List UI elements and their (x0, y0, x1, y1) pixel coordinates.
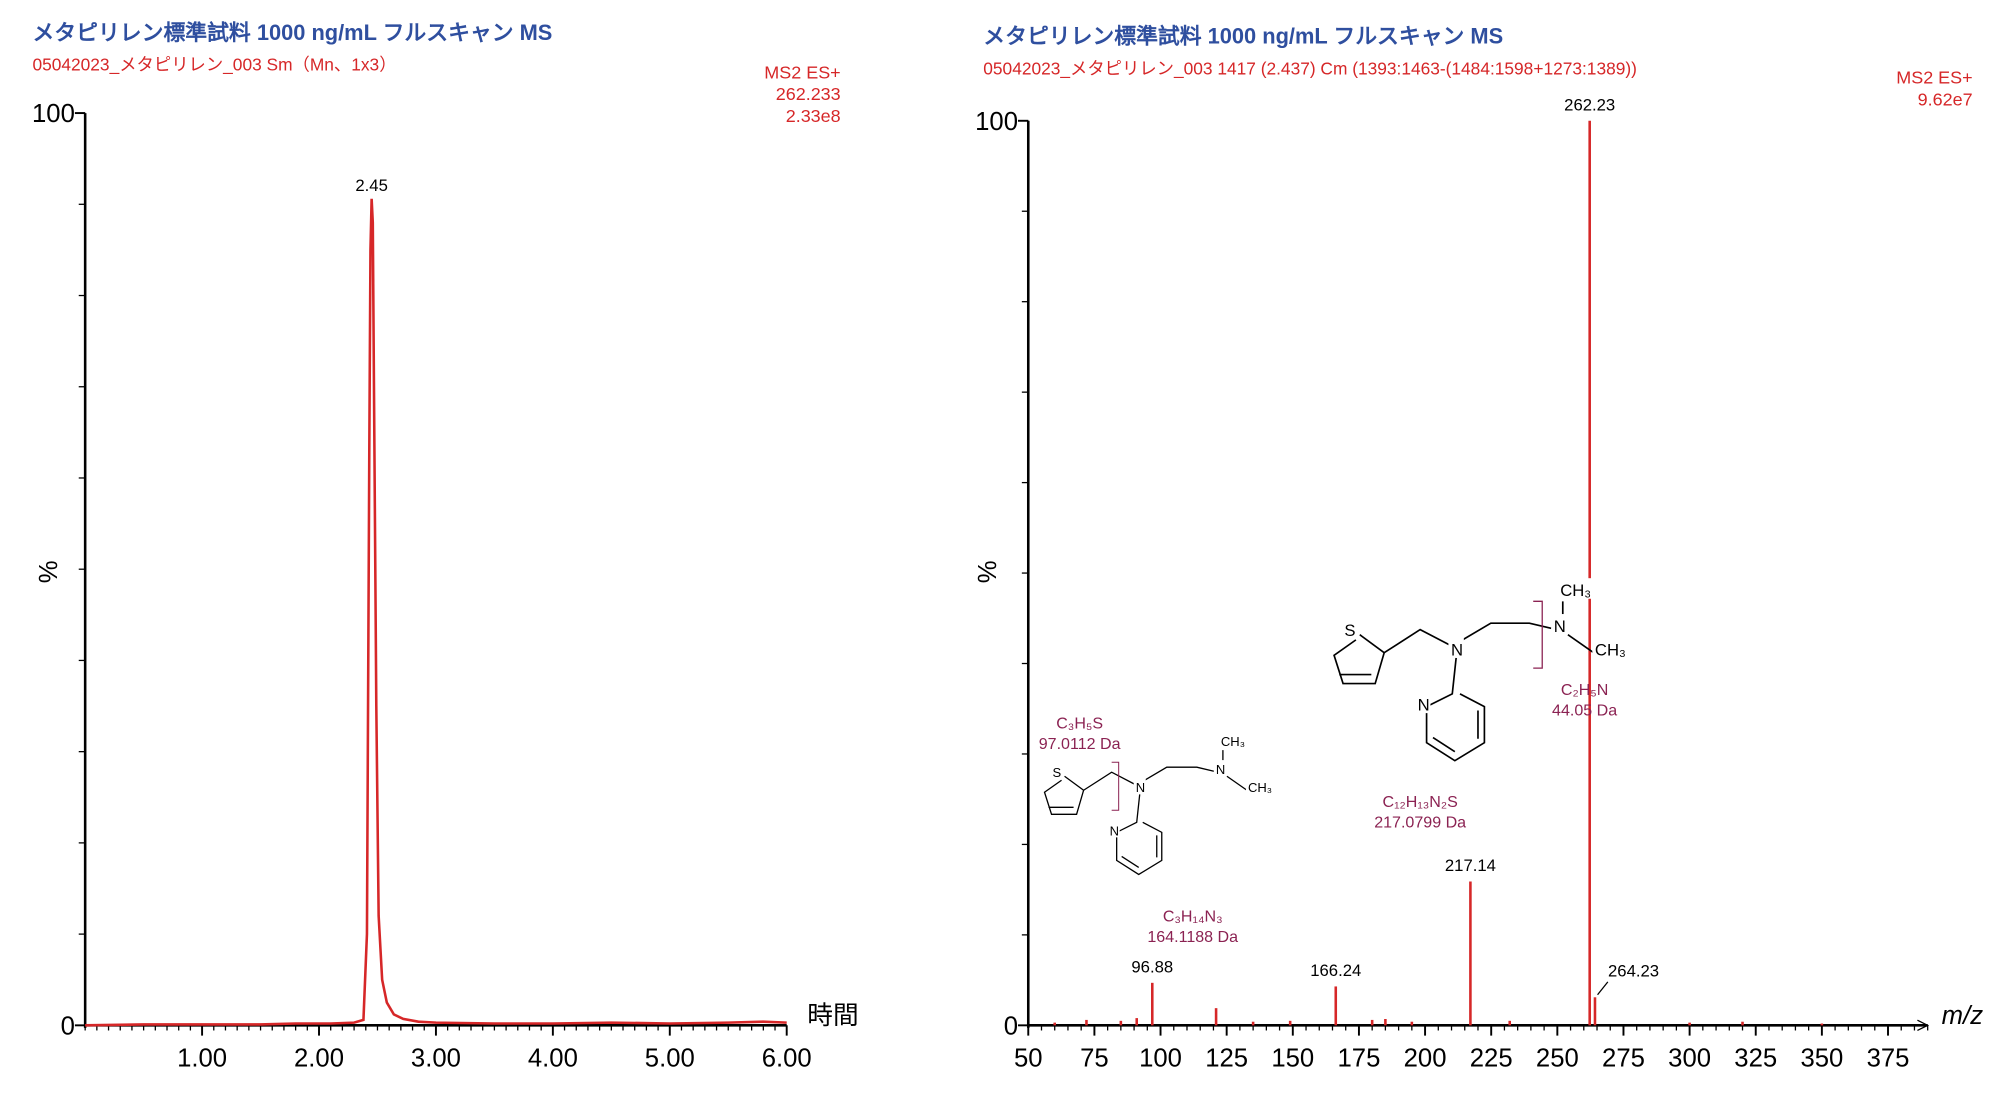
structure: S N N N CH₃ CH₃ (1043, 732, 1277, 876)
atom-bg (1107, 821, 1120, 838)
atom-label: N (1136, 780, 1145, 795)
structure-bonds (1333, 601, 1595, 762)
atom-label: CH₃ (1221, 734, 1245, 749)
chart-subtitle: 05042023_メタピリレン_003 Sm（Mn、1x3） (32, 55, 396, 75)
cleavage-mark (1111, 761, 1120, 811)
x-tick-label: 350 (1800, 1044, 1843, 1072)
x-tick-label: 75 (1080, 1044, 1109, 1072)
info-text: MS2 ES+ (764, 62, 840, 82)
chromatogram-line (85, 198, 787, 1027)
x-tick-label: 6.00 (762, 1044, 812, 1072)
x-tick-label: 225 (1470, 1044, 1513, 1072)
fragment-label: C₂H₅N (1561, 681, 1608, 699)
atom-bg (1213, 760, 1226, 777)
fragment-label: C₃H₅S (1056, 715, 1103, 733)
y-axis-label: % (974, 560, 1002, 583)
x-tick-label: 250 (1536, 1044, 1579, 1072)
atom-bg (1551, 614, 1567, 635)
y-axis-label: % (35, 560, 63, 583)
info-text: MS2 ES+ (1896, 68, 1972, 88)
atom-label: CH₃ (1248, 780, 1272, 795)
atom-bg (1415, 692, 1431, 714)
x-axis-label: m/z (1942, 1002, 1984, 1030)
peak-label: 217.14 (1445, 856, 1496, 875)
atom-bg (1557, 578, 1597, 599)
peak-label: 2.45 (355, 176, 387, 195)
fragment-label: 217.0799 Da (1374, 813, 1466, 831)
peak-label: 262.23 (1564, 96, 1615, 115)
fragment-label: 44.05 Da (1552, 702, 1617, 720)
x-tick-label: 1.00 (177, 1044, 227, 1072)
x-tick-label: 2.00 (294, 1044, 344, 1072)
peak-label: 96.88 (1131, 958, 1173, 977)
info-text: 262.233 (776, 84, 841, 104)
fragment-label: C₁₂H₁₃N₂S (1383, 793, 1458, 811)
x-tick-label: 325 (1734, 1044, 1777, 1072)
atom-label: N (1110, 823, 1119, 838)
fragment-label: 164.1188 Da (1147, 928, 1238, 946)
atom-label: N (1451, 640, 1463, 659)
info-text: 9.62e7 (1918, 89, 1973, 109)
atom-label: S (1344, 621, 1355, 640)
info-text: 2.33e8 (786, 106, 841, 126)
x-tick-label: 375 (1867, 1044, 1910, 1072)
axis-arrow (1917, 1019, 1930, 1032)
x-tick-label: 100 (1139, 1044, 1182, 1072)
atom-bg (1050, 763, 1063, 780)
atom-bg (1341, 618, 1358, 639)
label-leader (1597, 981, 1609, 996)
atom-label: N (1418, 696, 1430, 715)
cleavage-mark (1533, 600, 1543, 669)
atom-label: N (1216, 762, 1225, 777)
x-axis-label: 時間 (807, 1002, 858, 1030)
x-tick-label: 4.00 (528, 1044, 578, 1072)
fragment-label: C₃H₁₄N₃ (1163, 907, 1223, 925)
x-tick-label: 275 (1602, 1044, 1645, 1072)
chart-title: メタピリレン標準試料 1000 ng/mL フルスキャン MS (32, 20, 552, 45)
atom-label: CH₃ (1595, 640, 1626, 659)
x-tick-label: 5.00 (645, 1044, 695, 1072)
chart-title: メタピリレン標準試料 1000 ng/mL フルスキャン MS (983, 24, 1503, 49)
y-tick-label: 0 (61, 1012, 75, 1040)
atom-bg (1218, 732, 1249, 749)
x-tick-label: 50 (1014, 1044, 1043, 1072)
structure: S N N N CH₃ CH₃ (1333, 578, 1631, 762)
fragment-label: 97.0112 Da (1039, 735, 1121, 753)
atom-bg (1133, 778, 1146, 795)
chart-subtitle: 05042023_メタピリレン_003 1417 (2.437) Cm (139… (983, 59, 1637, 79)
atom-label: S (1053, 765, 1062, 780)
y-tick-label: 100 (32, 100, 75, 128)
y-tick-label: 0 (1004, 1012, 1018, 1040)
x-tick-label: 175 (1338, 1044, 1381, 1072)
x-tick-label: 300 (1668, 1044, 1711, 1072)
atom-bg (1245, 778, 1277, 795)
x-tick-label: 3.00 (411, 1044, 461, 1072)
structure-bonds (1043, 750, 1248, 876)
atom-bg (1448, 637, 1464, 658)
atom-label: N (1554, 617, 1566, 636)
peak-label: 166.24 (1310, 961, 1361, 980)
x-tick-label: 200 (1404, 1044, 1447, 1072)
y-tick-label: 100 (975, 108, 1018, 136)
atom-bg (1592, 637, 1631, 658)
x-tick-label: 150 (1271, 1044, 1314, 1072)
peak-label: 264.23 (1608, 962, 1659, 981)
x-tick-label: 125 (1205, 1044, 1248, 1072)
atom-label: CH₃ (1560, 581, 1591, 600)
